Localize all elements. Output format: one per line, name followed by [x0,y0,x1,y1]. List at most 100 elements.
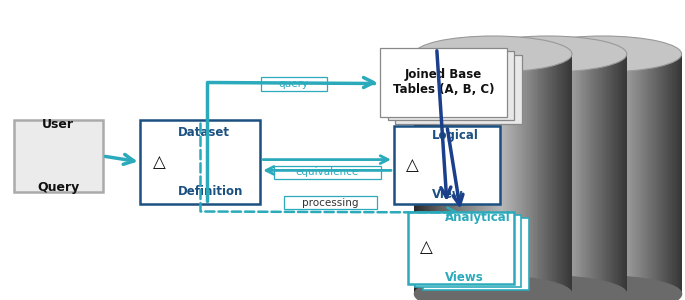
Bar [473,54,475,294]
Bar [634,54,636,294]
Bar [587,54,589,294]
FancyBboxPatch shape [14,120,103,192]
Bar [526,54,528,294]
Bar [599,54,601,294]
Bar [614,54,616,294]
Bar [648,54,650,294]
Bar [527,54,529,294]
Bar [544,54,546,294]
Bar [505,54,507,294]
Bar [577,54,579,294]
Bar [546,54,548,294]
Bar [507,54,508,294]
Text: View: View [432,188,463,201]
Bar [530,54,532,294]
FancyBboxPatch shape [284,196,377,209]
Bar [434,54,436,294]
Bar [603,54,605,294]
Bar [450,54,452,294]
Bar [529,54,531,294]
Bar [477,54,480,294]
Bar [591,54,593,294]
Bar [458,54,460,294]
Text: △: △ [406,156,419,174]
Bar [485,54,487,294]
Bar [579,54,581,294]
Bar [560,54,562,294]
Bar [510,54,512,294]
Bar [489,54,491,294]
Bar [487,54,489,294]
FancyBboxPatch shape [423,218,529,290]
Bar [505,54,507,294]
Bar [452,54,453,294]
Bar [444,54,446,294]
Bar [617,54,619,294]
Text: Definition: Definition [178,185,243,198]
Bar [642,54,644,294]
Bar [589,54,591,294]
Bar [432,54,434,294]
Bar [460,54,462,294]
Bar [546,54,548,294]
Bar [438,54,440,294]
Bar [475,54,477,294]
Bar [515,54,516,294]
Bar [570,54,571,294]
Bar [611,54,613,294]
Bar [607,54,609,294]
Bar [479,54,481,294]
Bar [548,54,550,294]
Text: query: query [279,79,309,89]
Bar [603,54,605,294]
Ellipse shape [414,36,572,72]
Bar [548,54,550,294]
Bar [609,54,611,294]
Bar [501,54,503,294]
Bar [534,54,536,294]
Bar [616,54,619,294]
Bar [564,54,566,294]
Bar [512,54,514,294]
Bar [580,54,582,294]
Bar [593,54,595,294]
Bar [481,54,483,294]
Bar [523,54,525,294]
Bar [491,54,493,294]
Text: Joined Base: Joined Base [405,68,482,81]
Bar [543,54,545,294]
Bar [601,54,603,294]
Bar [562,54,564,294]
Bar [538,54,540,294]
Ellipse shape [469,276,627,300]
Bar [644,54,646,294]
Bar [638,54,640,294]
Bar [442,54,444,294]
Bar [516,54,519,294]
Bar [609,54,611,294]
Ellipse shape [414,276,572,300]
Bar [554,54,556,294]
Bar [658,54,660,294]
Bar [456,54,458,294]
FancyBboxPatch shape [394,126,500,204]
Bar [540,54,543,294]
Bar [589,54,591,294]
Bar [605,54,607,294]
Bar [680,54,682,294]
Bar [489,54,491,294]
FancyBboxPatch shape [380,48,507,117]
Bar [597,54,599,294]
Bar [511,54,513,294]
Bar [501,54,503,294]
Bar [628,54,630,294]
Bar [473,54,475,294]
Bar [468,54,470,294]
Text: △: △ [420,238,432,256]
Bar [599,54,601,294]
Text: User: User [42,118,74,131]
Bar [426,54,428,294]
Bar [503,54,505,294]
Bar [466,54,468,294]
Bar [646,54,648,294]
